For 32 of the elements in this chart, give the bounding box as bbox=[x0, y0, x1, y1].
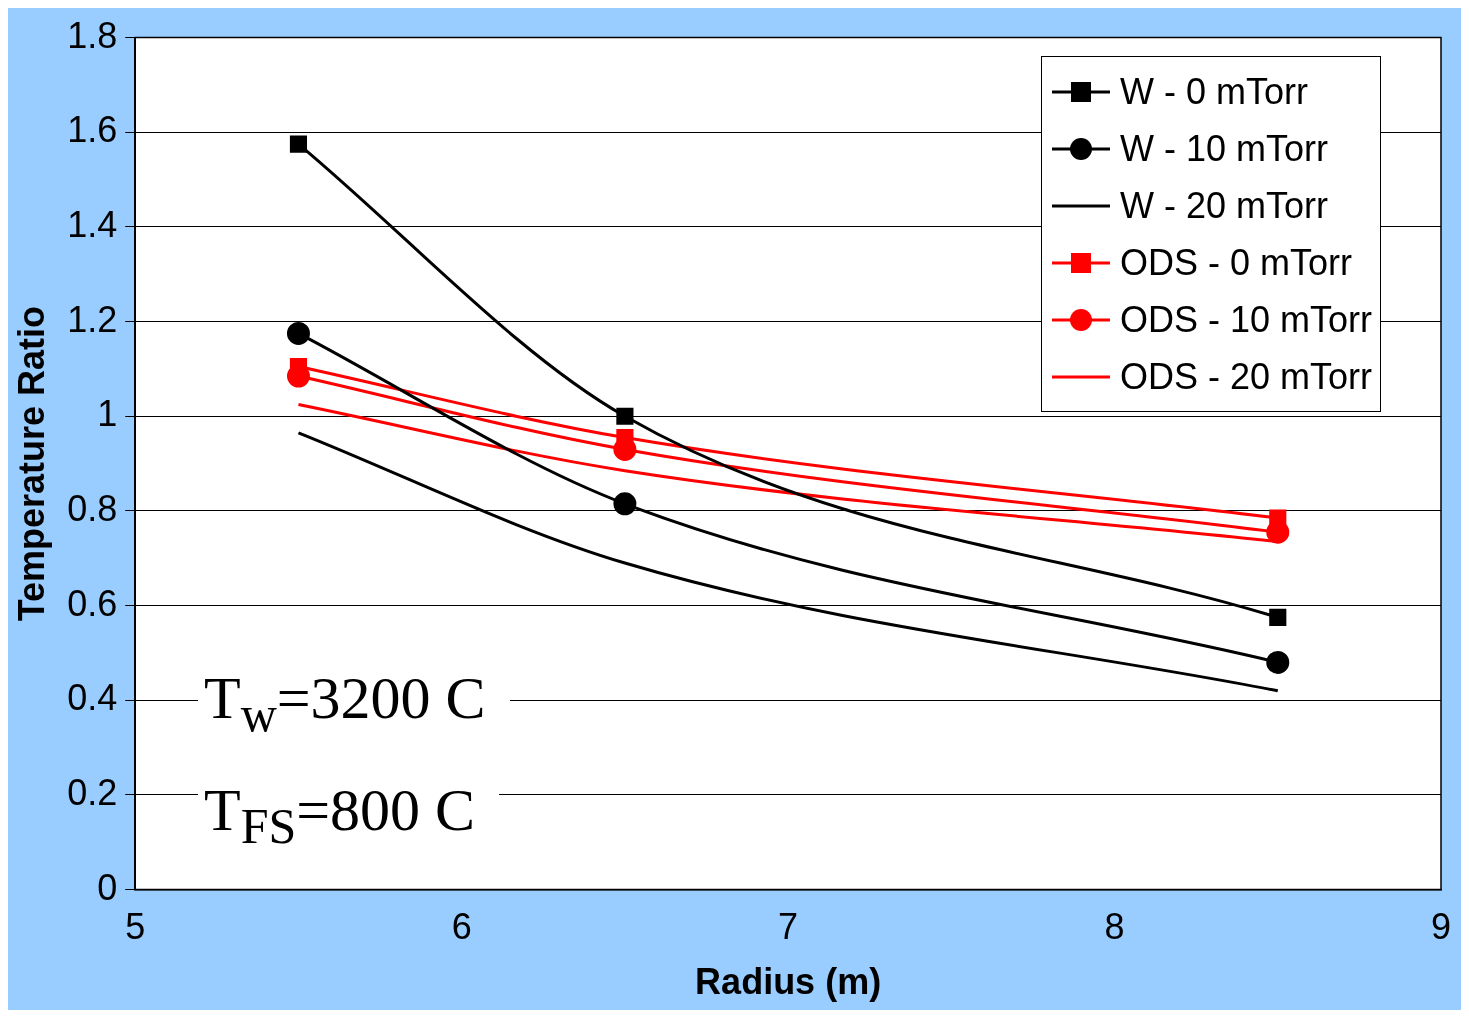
y-tick-label: 1.8 bbox=[67, 14, 118, 56]
x-tick-label: 9 bbox=[1430, 906, 1452, 948]
annotation: T$_{FS}$=800 C bbox=[198, 760, 500, 876]
y-tick-label: 1 bbox=[97, 393, 118, 435]
y-tick-label: 0.2 bbox=[67, 771, 118, 813]
y-tick-label: 0.4 bbox=[67, 677, 118, 719]
y-tick-label: 1.6 bbox=[67, 109, 118, 151]
legend-label: ODS - 0 mTorr bbox=[1119, 241, 1352, 284]
legend-label: W - 0 mTorr bbox=[1119, 70, 1308, 113]
x-tick-label: 7 bbox=[778, 906, 799, 948]
point bbox=[1266, 650, 1290, 674]
legend-label: W - 20 mTorr bbox=[1119, 184, 1328, 227]
point bbox=[613, 492, 637, 516]
annotation: T$_{w}$=3200 C bbox=[198, 648, 510, 764]
point bbox=[1269, 608, 1287, 626]
legend-label: ODS - 20 mTorr bbox=[1119, 355, 1372, 398]
y-axis-title: Temperature Ratio bbox=[10, 305, 52, 622]
point bbox=[286, 321, 310, 345]
point bbox=[616, 407, 634, 425]
y-tick-label: 1.2 bbox=[67, 298, 118, 340]
x-tick-label: 6 bbox=[451, 906, 472, 948]
x-tick-label: 8 bbox=[1104, 906, 1125, 948]
legend-label: ODS - 10 mTorr bbox=[1119, 298, 1372, 341]
point bbox=[1269, 509, 1287, 527]
x-tick-label: 5 bbox=[125, 906, 146, 948]
y-tick-label: 0.6 bbox=[67, 582, 118, 624]
point bbox=[289, 135, 308, 153]
legend-label: W - 10 mTorr bbox=[1119, 127, 1328, 170]
x-axis-title: Radius (m) bbox=[695, 961, 882, 1003]
y-tick-label: 1.4 bbox=[67, 203, 118, 245]
y-tick-label: 0 bbox=[97, 866, 118, 908]
y-tick-label: 0.8 bbox=[67, 487, 118, 529]
